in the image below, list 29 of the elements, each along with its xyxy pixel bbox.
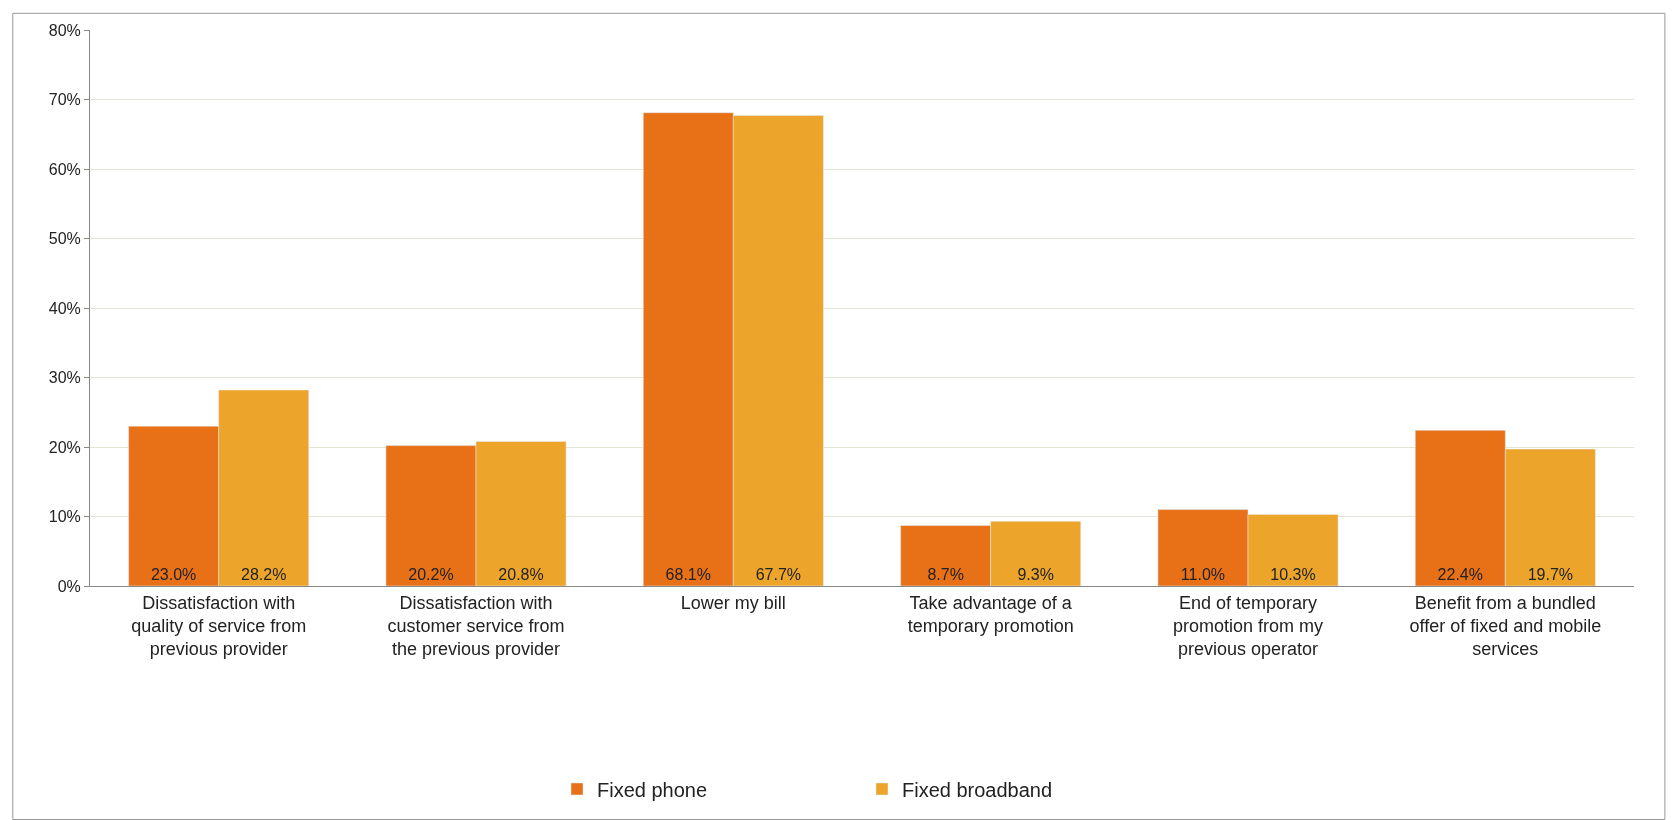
y-tick-label: 0% [57, 577, 81, 595]
y-tick-label: 20% [48, 438, 81, 456]
data-label: 11.0% [1180, 566, 1226, 583]
data-label: 68.1% [665, 566, 711, 583]
legend-label: Fixed phone [597, 778, 708, 801]
data-label: 28.2% [241, 566, 287, 583]
x-tick-label: Take advantage of a temporary promotion [907, 592, 1074, 636]
data-label: 9.3% [1017, 566, 1054, 583]
data-label: 10.3% [1270, 566, 1316, 583]
data-label: 19.7% [1527, 566, 1574, 583]
x-tick-label: Benefit from a bundled offer of fixed and mobile services [1409, 592, 1602, 660]
x-tick-label: Dissatisfaction with customer service from the previous provider [387, 592, 565, 660]
data-label: 22.4% [1437, 566, 1483, 583]
x-tick-label: Dissatisfaction with quality of service from previous provider [131, 592, 307, 660]
data-label: 8.7% [927, 566, 964, 583]
data-label: 20.2% [408, 566, 454, 583]
legend-label: Fixed broadband [902, 778, 1053, 801]
data-label: 20.8% [498, 566, 544, 583]
y-tick-label: 60% [48, 160, 81, 178]
y-tick-label: 10% [48, 508, 81, 526]
y-tick-label: 40% [48, 299, 81, 317]
data-label: 23.0% [150, 566, 197, 583]
y-tick-label: 70% [48, 91, 81, 109]
y-tick-label: 80% [48, 21, 81, 39]
y-tick-label: 50% [48, 230, 81, 248]
y-tick-label: 30% [48, 369, 81, 387]
data-label: 67.7% [755, 566, 802, 583]
x-tick-label: End of temporary promotion from my previous operator [1172, 592, 1324, 660]
x-tick-label: Lower my bill [680, 592, 786, 613]
